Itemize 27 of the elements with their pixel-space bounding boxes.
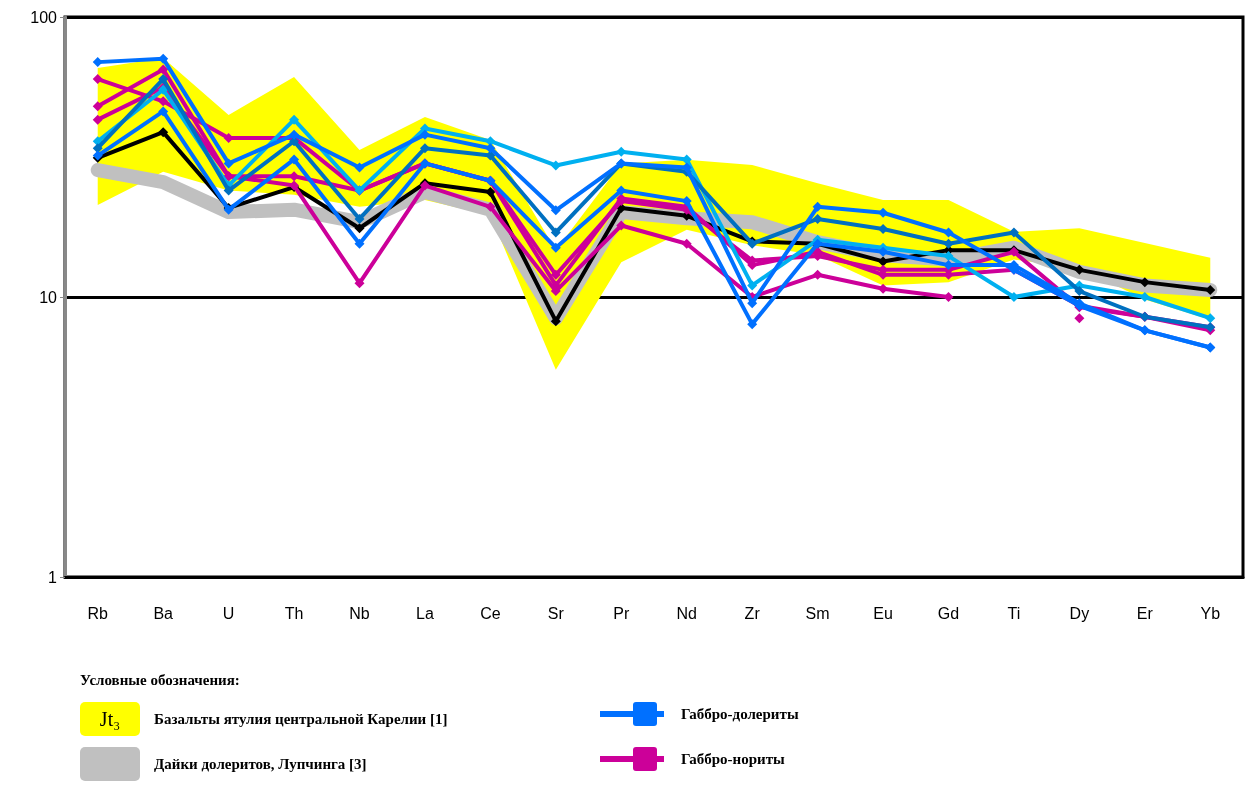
x-tick-label: Nd <box>676 604 697 622</box>
x-tick-label: Zr <box>744 604 761 622</box>
legend-label: Габбро-нориты <box>681 750 785 768</box>
x-tick-label: Sm <box>805 604 830 622</box>
x-tick-label: Nb <box>349 604 370 622</box>
x-tick-label: Pr <box>613 604 630 622</box>
legend-label: Дайки долеритов, Лупчинга [3] <box>154 755 367 773</box>
x-tick-label: Sr <box>547 604 565 622</box>
x-tick-label: Yb <box>1200 604 1221 622</box>
x-tick-label: Dy <box>1069 604 1090 622</box>
legend-label: Габбро-долериты <box>681 705 799 723</box>
y-tick-label: 1 <box>48 568 58 586</box>
x-tick-label: Ce <box>480 604 501 622</box>
legend-title: Условные обозначения: <box>80 672 240 689</box>
x-tick-label: Ba <box>153 604 174 622</box>
y-tick-label: 100 <box>30 8 58 26</box>
x-tick-label: La <box>416 604 434 622</box>
x-tick-label: Eu <box>873 604 893 622</box>
x-tick-label: Th <box>284 604 304 622</box>
text: Jt₃ <box>80 702 140 736</box>
x-tick-label: Rb <box>87 604 109 622</box>
x-tick-label: Er <box>1136 604 1154 622</box>
x-tick-label: Ti <box>1007 604 1021 622</box>
y-tick-label: 10 <box>39 288 58 306</box>
x-tick-label: U <box>222 604 235 622</box>
legend-label: Базальты ятулия центральной Карелии [1] <box>154 710 448 728</box>
x-tick-label: Gd <box>937 604 960 622</box>
